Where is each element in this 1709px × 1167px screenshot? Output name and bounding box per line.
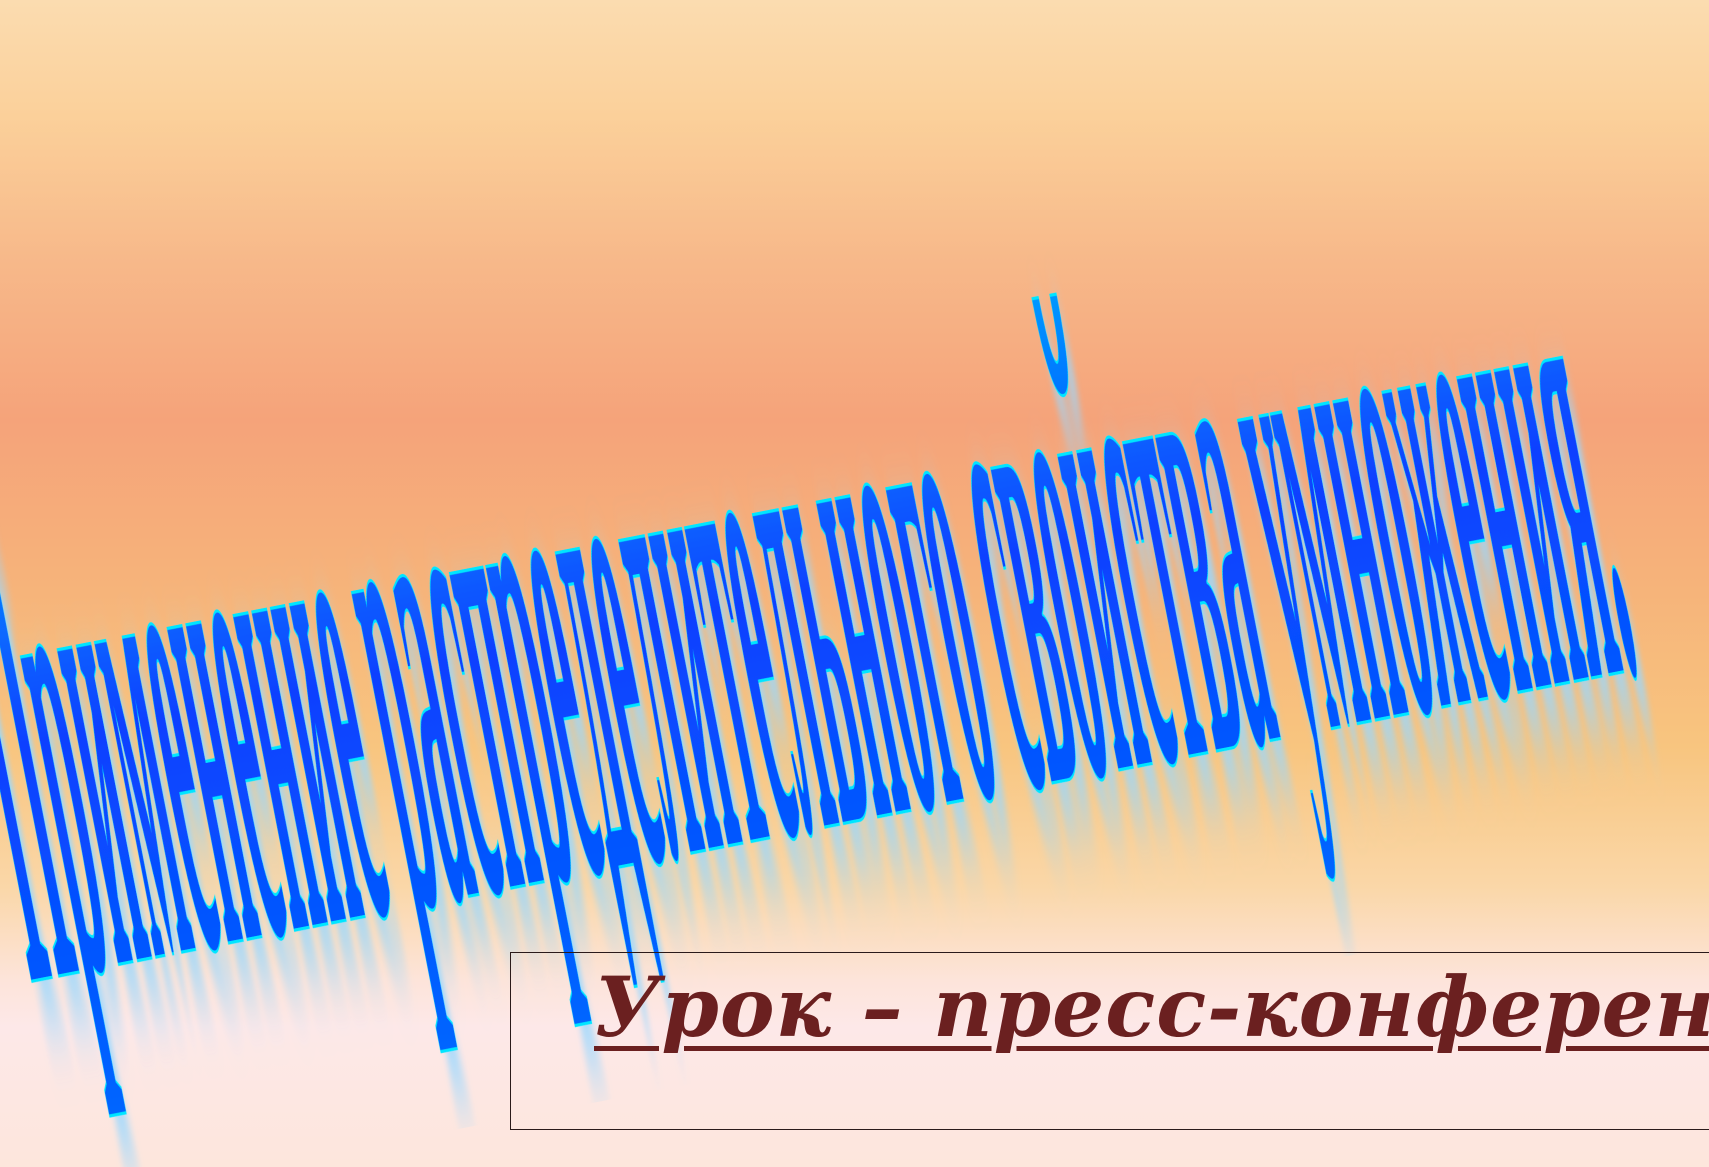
subtitle-frame	[510, 952, 1709, 1130]
subtitle-text: Урок – пресс-конференция	[594, 960, 1709, 1056]
